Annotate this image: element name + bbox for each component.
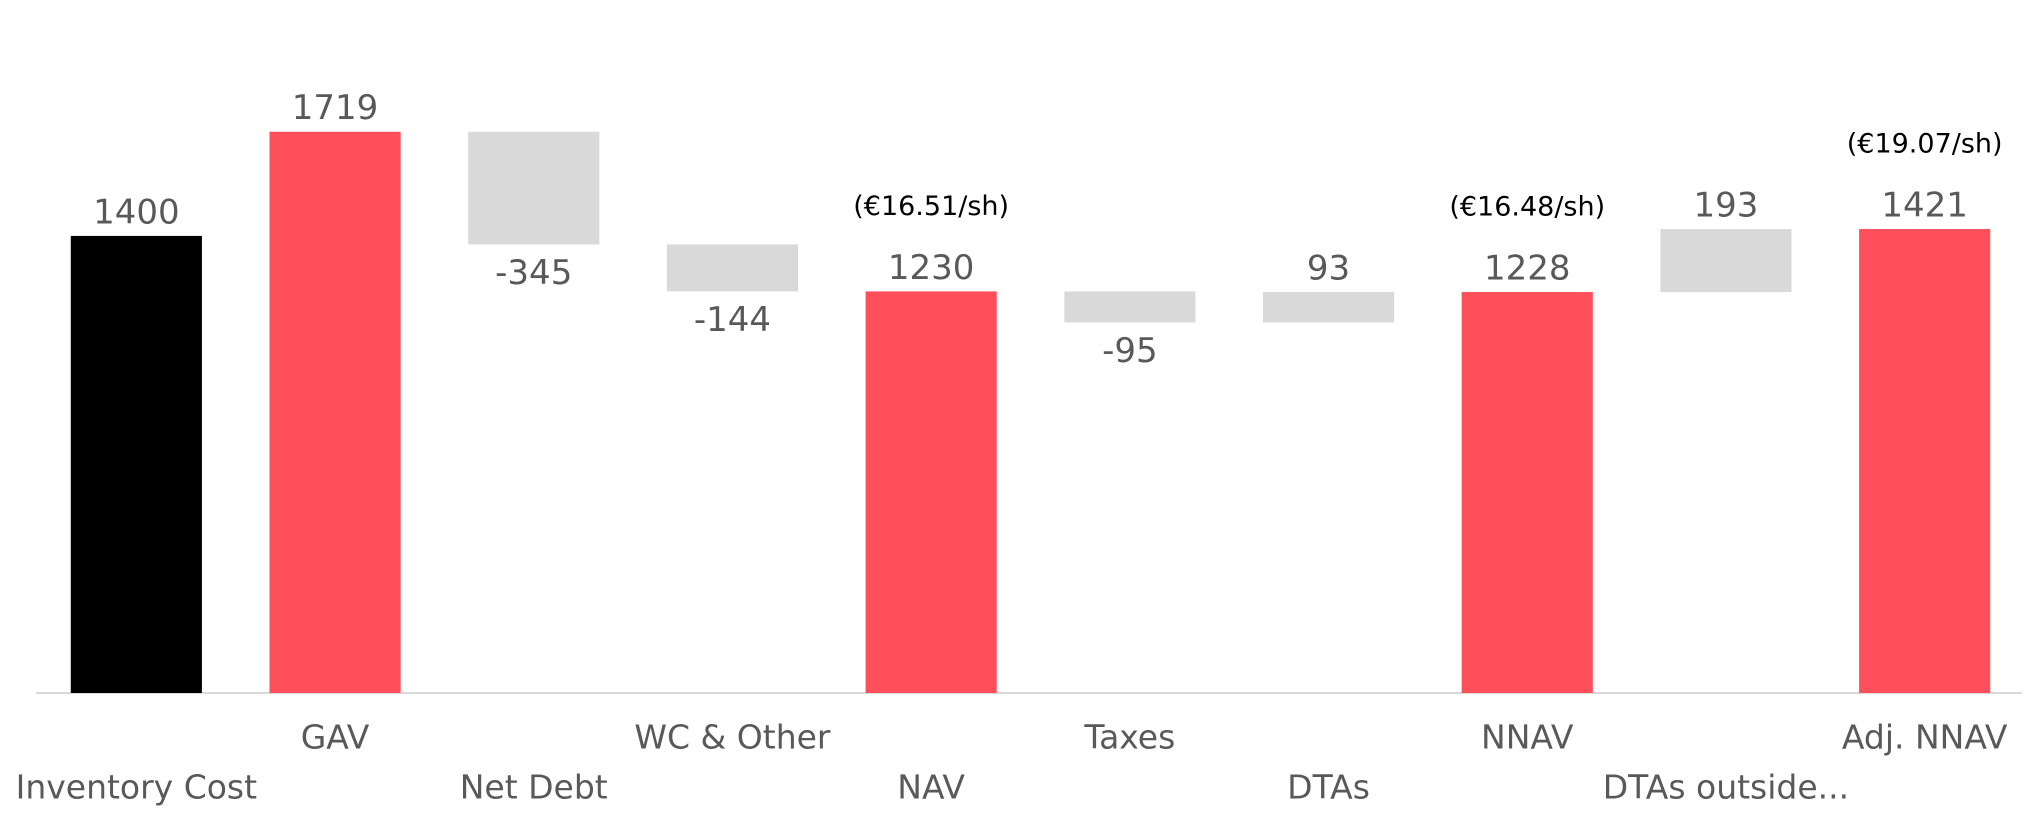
bar <box>1461 292 1593 693</box>
x-tick-label: NAV <box>897 768 965 807</box>
x-tick-label: DTAs <box>1287 768 1370 807</box>
annotation: (€16.48/sh) <box>1449 192 1605 223</box>
bar <box>1859 229 1991 693</box>
value-label: 1400 <box>93 192 180 232</box>
value-label: -144 <box>694 300 771 340</box>
value-label: 193 <box>1693 186 1758 226</box>
bar <box>468 131 600 245</box>
value-label: 93 <box>1307 249 1350 289</box>
x-tick-label: Taxes <box>1083 718 1175 757</box>
value-label: 1228 <box>1484 249 1571 289</box>
x-tick-label: Net Debt <box>460 768 608 807</box>
value-label: 1230 <box>888 248 975 288</box>
x-tick-label: Inventory Cost <box>16 768 258 807</box>
x-tick-label: WC & Other <box>634 718 831 757</box>
bar <box>666 244 799 292</box>
x-tick-label: Adj. NNAV <box>1842 718 2008 757</box>
x-tick-label: NNAV <box>1481 718 1574 757</box>
x-tick-label: DTAs outside... <box>1603 768 1849 807</box>
x-tick-label: GAV <box>301 718 370 757</box>
bar <box>865 291 997 693</box>
bar <box>269 131 401 693</box>
value-label: 1421 <box>1881 186 1968 226</box>
value-label: -345 <box>495 253 572 293</box>
annotation: (€16.51/sh) <box>853 191 1009 222</box>
bar <box>1064 291 1196 323</box>
bar <box>70 235 202 693</box>
bar <box>1660 229 1792 293</box>
value-label: 1719 <box>292 88 379 128</box>
annotation: (€19.07/sh) <box>1847 129 2003 160</box>
value-label: -95 <box>1102 331 1158 371</box>
bar <box>1262 292 1395 323</box>
